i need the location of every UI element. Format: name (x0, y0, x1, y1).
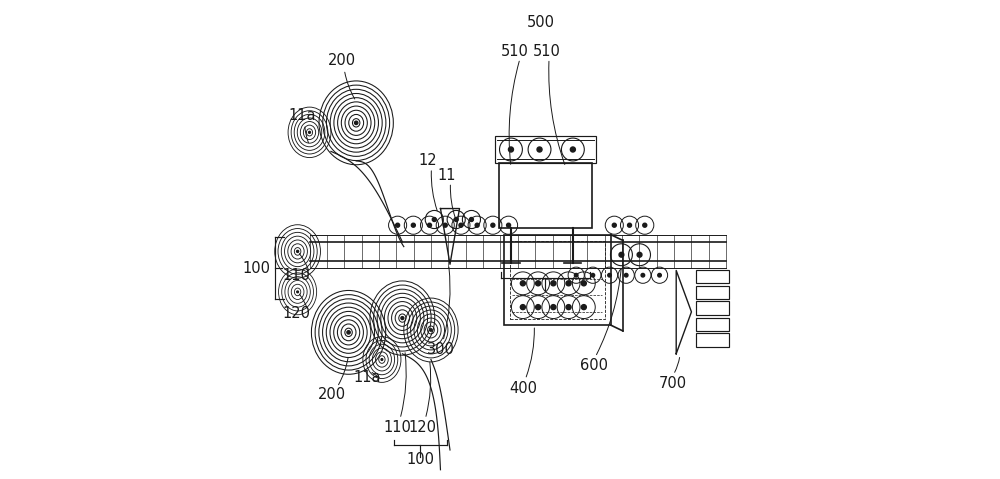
Bar (696, 285, 729, 299)
Circle shape (536, 281, 541, 286)
Bar (696, 318, 729, 331)
Circle shape (628, 223, 632, 227)
Circle shape (401, 317, 404, 319)
Circle shape (566, 305, 571, 309)
Bar (696, 333, 729, 347)
Circle shape (430, 329, 432, 331)
Circle shape (581, 281, 586, 286)
Circle shape (624, 274, 628, 277)
Circle shape (428, 223, 432, 227)
Circle shape (309, 131, 310, 133)
Circle shape (432, 217, 436, 221)
Bar (495, 136, 596, 163)
Circle shape (355, 121, 358, 125)
Circle shape (459, 223, 463, 227)
Circle shape (297, 251, 299, 252)
Circle shape (619, 252, 624, 257)
Circle shape (443, 223, 447, 227)
Text: 12: 12 (418, 153, 437, 169)
Text: 100: 100 (406, 452, 434, 467)
Text: 200: 200 (318, 387, 346, 402)
Circle shape (475, 223, 479, 227)
Bar (696, 301, 729, 315)
Circle shape (551, 305, 556, 309)
Circle shape (347, 331, 350, 334)
Circle shape (566, 281, 571, 286)
Text: 110: 110 (282, 268, 310, 283)
Bar (504, 235, 611, 325)
Circle shape (581, 305, 586, 309)
Circle shape (381, 359, 383, 360)
Circle shape (469, 217, 473, 221)
Text: 120: 120 (282, 306, 310, 321)
Circle shape (536, 305, 541, 309)
Text: 510: 510 (501, 44, 529, 59)
Bar (510, 241, 605, 319)
Circle shape (570, 147, 575, 152)
Text: 11a: 11a (354, 370, 381, 385)
Circle shape (637, 252, 642, 257)
Circle shape (612, 223, 616, 227)
Circle shape (507, 223, 511, 227)
Text: 200: 200 (328, 54, 356, 68)
Text: 11: 11 (437, 168, 456, 182)
Text: 510: 510 (533, 44, 561, 59)
Circle shape (658, 274, 661, 277)
Bar (696, 270, 729, 283)
Text: 600: 600 (580, 358, 608, 373)
Circle shape (411, 223, 415, 227)
Circle shape (591, 274, 595, 277)
Circle shape (297, 291, 298, 293)
Circle shape (454, 217, 458, 221)
Text: 110: 110 (384, 420, 412, 435)
Circle shape (574, 274, 578, 277)
Text: 500: 500 (526, 15, 554, 30)
Bar (499, 163, 592, 228)
Circle shape (396, 223, 400, 227)
Circle shape (520, 281, 525, 286)
Text: 400: 400 (509, 381, 537, 396)
Text: 700: 700 (658, 376, 686, 391)
Circle shape (551, 281, 556, 286)
Text: 300: 300 (427, 342, 454, 357)
Circle shape (608, 274, 611, 277)
Circle shape (520, 305, 525, 309)
Circle shape (643, 223, 647, 227)
Text: 11a: 11a (289, 108, 316, 123)
Circle shape (641, 274, 645, 277)
Circle shape (508, 147, 513, 152)
Text: 100: 100 (242, 261, 270, 275)
Text: 120: 120 (409, 420, 437, 435)
Circle shape (537, 147, 542, 152)
Circle shape (491, 223, 495, 227)
